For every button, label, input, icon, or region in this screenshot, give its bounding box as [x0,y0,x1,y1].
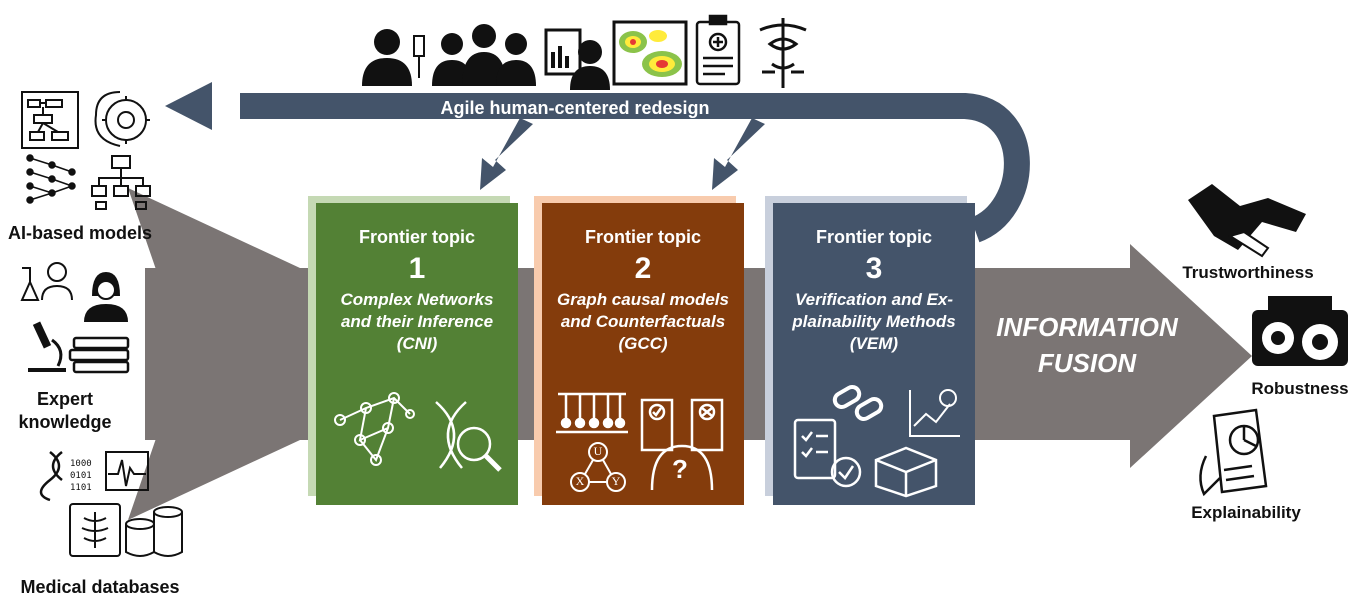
redesign-label: Agile human-centered redesign [440,98,710,118]
books-icon [68,336,130,374]
robustness-label: Robustness [1251,379,1349,398]
chain-link-icon [832,385,884,421]
checklist-icon [793,418,862,488]
radiologist-icon [544,28,610,90]
redesign-down-arrow-2 [712,118,765,190]
doctor-icon [362,29,425,86]
topic-desc-line2: and their Inference [340,312,494,332]
brain-gear-icon [94,91,150,147]
topic-heading: Frontier topic [585,227,701,247]
topic-description: Verification and Ex- plainability Method… [773,289,975,355]
topic-desc-line3: (VEM) [849,334,899,354]
topic-card-1: Frontier topic 1 Complex Networks and th… [316,203,518,355]
topic-desc-line3: (GCC) [618,334,668,354]
topic-desc-line1: Complex Networks [340,290,494,309]
topic-desc-line2: plainability Methods [792,312,956,332]
causal-node-u: U [593,444,603,458]
chart-hand-icon [1199,408,1268,497]
topic-number: 1 [408,252,426,285]
trustworthiness-label: Trustworthiness [1182,263,1314,282]
topic-description: Graph causal models and Counterfactuals … [542,289,744,355]
clipboard-icon [695,14,741,86]
topic-description: Complex Networks and their Inference (CN… [316,289,518,355]
information-fusion-label: INFORMATION FUSION [982,310,1192,382]
neural-net-icon [26,154,76,204]
flowchart-icon [21,91,79,149]
causal-graph-icon [570,442,626,492]
fusion-line2: FUSION [1037,347,1137,378]
topic-desc-line1: Graph causal models [557,290,729,309]
ecg-icon [105,451,149,491]
heatmap-icon [612,20,688,86]
medical-databases-label: Medical databases [20,577,180,597]
scientist-icon [20,262,73,301]
team-icon [432,24,536,86]
topic-card-3: Frontier topic 3 Verification and Ex- pl… [773,203,975,355]
redesign-arrowhead [165,82,212,130]
svg-text:0101: 0101 [70,471,92,481]
decision-mind-icon: ? [640,398,724,491]
engine-icon [1252,296,1348,366]
dna-binary-icon: 1000 0101 1101 [39,451,92,502]
nurse-icon [84,272,128,322]
microscope-icon [28,321,66,372]
svg-text:1000: 1000 [70,459,92,469]
chart-search-icon [909,389,960,437]
xray-icon [69,503,121,557]
causal-node-x: X [575,474,585,488]
topic-desc-line2: and Counterfactuals [560,312,726,332]
explainability-label: Explainability [1191,503,1301,522]
fusion-line1: INFORMATION [996,312,1178,342]
topic-number: 2 [634,252,652,285]
topic-heading: Frontier topic [359,227,475,247]
expert-knowledge-label: Expert knowledge [0,388,130,433]
topic-desc-line1: Verification and Ex- [794,290,954,309]
ai-models-label: AI-based models [7,223,153,243]
box-icon [874,446,938,498]
topic-number: 3 [865,252,883,285]
redesign-down-arrow-1 [480,118,533,190]
expert-knowledge-line2: knowledge [18,411,112,432]
svg-text:1101: 1101 [70,483,92,493]
expert-knowledge-line1: Expert [36,389,94,409]
topic-desc-line3: (CNI) [396,334,438,354]
network-icon [334,392,415,466]
card-2-bg [542,203,744,505]
redesign-loop-arrow [240,93,1030,243]
topic-heading: Frontier topic [816,227,932,247]
database-icon [125,506,183,557]
newton-cradle-icon [556,392,628,434]
caduceus-icon [759,18,807,88]
handshake-icon [1188,184,1306,258]
dna-search-icon [435,401,502,472]
topic-card-2: Frontier topic 2 Graph causal models and… [542,203,744,355]
causal-node-y: Y [611,474,621,488]
svg-text:?: ? [672,454,688,484]
hierarchy-icon [91,155,151,210]
